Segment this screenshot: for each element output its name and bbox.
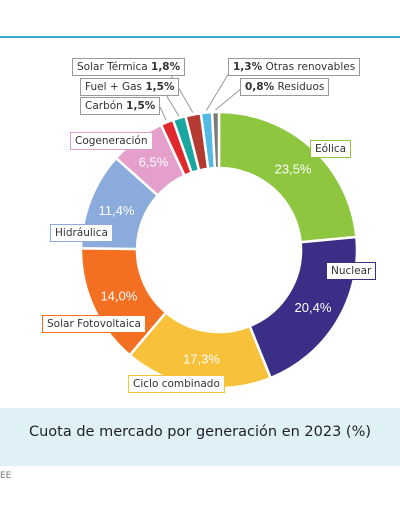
slice-value: 1,5% xyxy=(145,81,175,93)
slice-name: Carbón xyxy=(85,100,123,112)
caption-bar xyxy=(0,408,400,466)
slice-value-ciclo-combinado: 17,3% xyxy=(183,352,220,367)
slice-label-hidraulica: Hidráulica xyxy=(50,224,113,242)
chart-title: Cuota de mercado por generación en 2023 … xyxy=(28,424,372,440)
slice-name: Ciclo combinado xyxy=(133,378,220,390)
slice-value-cogeneracion: 6,5% xyxy=(139,155,169,170)
leader-line-otras-renovables xyxy=(205,67,233,111)
footer-text: EE xyxy=(0,471,12,481)
slice-value-hidraulica: 11,4% xyxy=(99,203,135,218)
slice-name: Cogeneración xyxy=(75,135,148,147)
slice-label-residuos: 0,8% Residuos xyxy=(240,78,330,96)
slice-name: Fuel + Gas xyxy=(85,81,143,93)
slice-name: Solar Fotovoltaica xyxy=(47,318,141,330)
leader-line-residuos xyxy=(215,87,243,111)
slice-label-cogeneracion: Cogeneración xyxy=(70,132,153,150)
leader-line-carbon xyxy=(159,106,167,121)
slice-label-otras-renovables: 1,3% Otras renovables xyxy=(228,58,361,76)
slice-name: Eólica xyxy=(315,143,347,155)
slice-label-solar-termica: Solar Térmica 1,8% xyxy=(72,58,186,76)
slice-value: 1,5% xyxy=(126,100,156,112)
slice-value: 1,3% xyxy=(233,61,263,73)
top-rule xyxy=(0,36,400,38)
slice-value: 1,8% xyxy=(151,61,181,73)
slice-eolica xyxy=(217,110,358,244)
slice-value-eolica: 23,5% xyxy=(275,162,312,177)
slice-name: Solar Térmica xyxy=(77,61,148,73)
slice-label-nuclear: Nuclear xyxy=(326,262,377,280)
slice-value-solar-fotovoltaica: 14,0% xyxy=(100,289,137,304)
slice-label-eolica: Eólica xyxy=(310,140,352,158)
slice-value: 0,8% xyxy=(245,81,275,93)
slice-name: Otras renovables xyxy=(265,61,356,73)
slice-value-nuclear: 20,4% xyxy=(295,300,332,315)
slice-name: Nuclear xyxy=(331,265,372,277)
slice-label-solar-fotovoltaica: Solar Fotovoltaica xyxy=(42,315,146,333)
slice-label-ciclo-combinado: Ciclo combinado xyxy=(128,375,225,393)
slice-name: Hidráulica xyxy=(55,227,108,239)
slice-name: Residuos xyxy=(277,81,325,93)
slice-label-fuel-gas: Fuel + Gas 1,5% xyxy=(80,78,180,96)
slice-residuos xyxy=(210,110,221,170)
slice-label-carbon: Carbón 1,5% xyxy=(80,97,161,115)
